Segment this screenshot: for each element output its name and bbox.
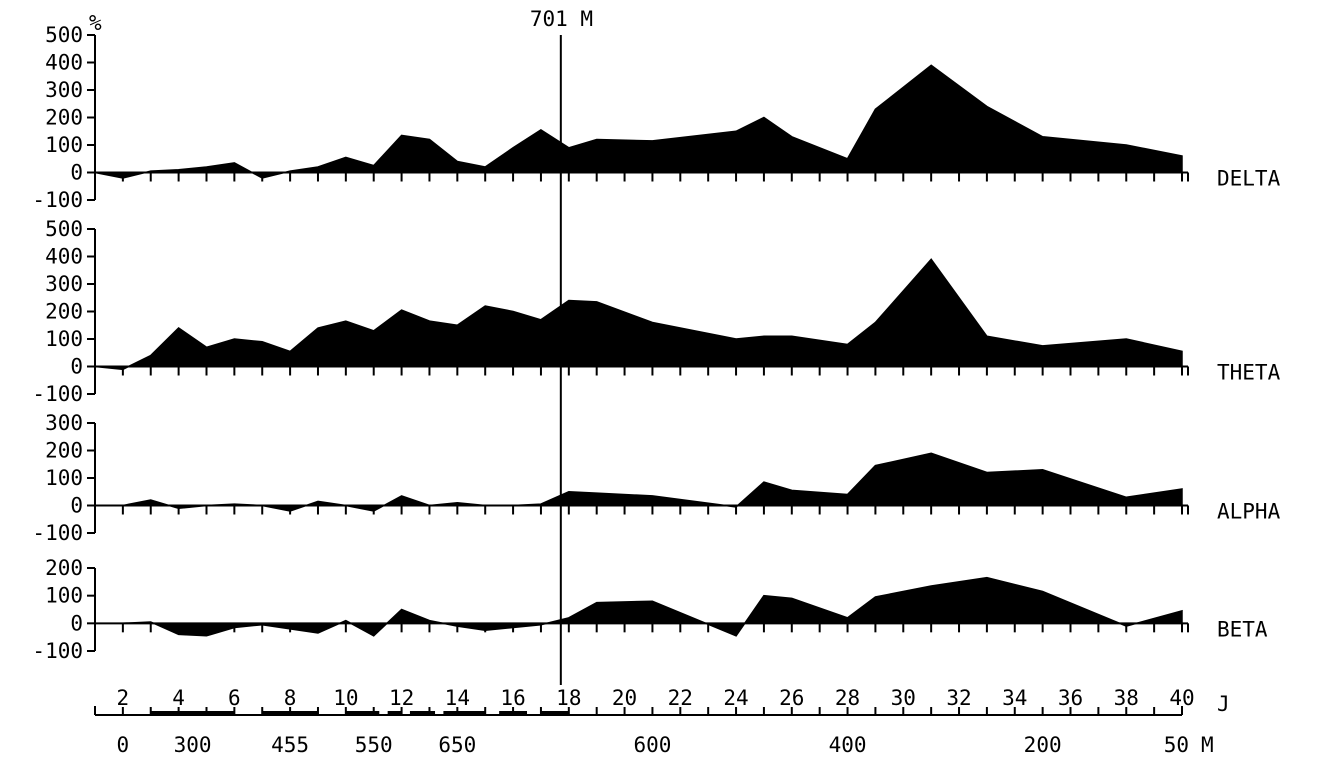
y-tick-label: 300 (45, 411, 83, 435)
band-area-theta (94, 258, 1183, 371)
y-tick-label: -100 (32, 382, 83, 406)
y-tick-label: -100 (32, 188, 83, 212)
day-tick-label: 40 (1169, 686, 1194, 710)
y-tick-label: 200 (45, 439, 83, 463)
y-tick-label: 100 (45, 133, 83, 157)
day-tick-label: 24 (723, 686, 748, 710)
band-label-alpha: ALPHA (1217, 500, 1281, 524)
altitude-segment (345, 711, 380, 715)
band-panel-alpha: 300 200 100 0 -100 ALPHA (32, 411, 1280, 545)
band-label-beta: BETA (1217, 617, 1268, 641)
band-area-beta (95, 576, 1183, 637)
y-tick-label: 100 (45, 327, 83, 351)
day-tick-label: 18 (556, 686, 581, 710)
day-tick-label: 12 (389, 686, 414, 710)
y-tick-label: 0 (70, 494, 83, 518)
altitude-axis-unit: M (1201, 733, 1214, 757)
altitude-segment (540, 711, 569, 715)
altitude-segment (206, 711, 235, 715)
marker-label: 701 M (530, 7, 593, 31)
altitude-label: 650 (438, 733, 476, 757)
altitude-label: 600 (633, 733, 671, 757)
y-tick-label: 0 (70, 355, 83, 379)
y-tick-label: 0 (70, 611, 83, 635)
day-tick-label: 28 (835, 686, 860, 710)
day-tick-label: 10 (333, 686, 358, 710)
y-tick-label: 200 (45, 556, 83, 580)
altitude-label: 200 (1024, 733, 1062, 757)
band-area-alpha (95, 452, 1183, 512)
y-tick-label: 200 (45, 300, 83, 324)
y-tick-label: 200 (45, 106, 83, 130)
day-tick-label: 38 (1114, 686, 1139, 710)
altitude-label: 0 (117, 733, 130, 757)
altitude-label: 550 (355, 733, 393, 757)
day-axis-unit: J (1217, 692, 1230, 716)
day-tick-label: 8 (284, 686, 297, 710)
day-tick-label: 22 (668, 686, 693, 710)
day-tick-label: 34 (1002, 686, 1027, 710)
altitude-segment (387, 711, 402, 715)
bottom-axis: 2 4 6 8 10 12 14 16 18 20 22 24 26 28 30 32 34 36 38 40 J0 30… (94, 686, 1230, 757)
altitude-segment (499, 711, 528, 715)
day-tick-label: 14 (445, 686, 470, 710)
day-tick-label: 36 (1058, 686, 1083, 710)
day-tick-label: 26 (779, 686, 804, 710)
day-tick-label: 6 (228, 686, 241, 710)
altitude-segment (443, 711, 486, 715)
band-panel-delta: 500 400 300 200 100 0 -100 DELTA (32, 23, 1280, 212)
band-panels: 500 400 300 200 100 0 -100 DELTA 500 400 300 200 100… (32, 23, 1280, 663)
day-tick-label: 2 (117, 686, 130, 710)
y-tick-label: 500 (45, 217, 83, 241)
day-tick-label: 32 (946, 686, 971, 710)
altitude-label: 455 (271, 733, 309, 757)
altitude-label: 300 (174, 733, 212, 757)
band-label-delta: DELTA (1217, 167, 1281, 191)
altitude-label: 400 (829, 733, 867, 757)
band-panel-beta: 200 100 0 -100 BETA (32, 556, 1268, 663)
y-unit-label: % (89, 11, 102, 35)
band-panel-theta: 500 400 300 200 100 0 -100 THETA (32, 217, 1280, 406)
y-tick-label: 400 (45, 51, 83, 75)
y-tick-label: 300 (45, 272, 83, 296)
altitude-label: 50 (1164, 733, 1189, 757)
altitude-segment (262, 711, 318, 715)
y-tick-label: 100 (45, 584, 83, 608)
y-tick-label: 0 (70, 161, 83, 185)
altitude-segment (409, 711, 436, 715)
band-label-theta: THETA (1217, 361, 1281, 385)
y-tick-label: -100 (32, 521, 83, 545)
altitude-segment (150, 711, 207, 715)
y-tick-label: 300 (45, 78, 83, 102)
day-tick-label: 4 (172, 686, 185, 710)
day-tick-label: 30 (891, 686, 916, 710)
y-tick-label: 100 (45, 466, 83, 490)
day-tick-label: 20 (612, 686, 637, 710)
y-tick-label: -100 (32, 639, 83, 663)
y-tick-label: 400 (45, 245, 83, 269)
day-tick-label: 16 (500, 686, 525, 710)
band-area-delta (94, 64, 1183, 179)
y-tick-label: 500 (45, 23, 83, 47)
